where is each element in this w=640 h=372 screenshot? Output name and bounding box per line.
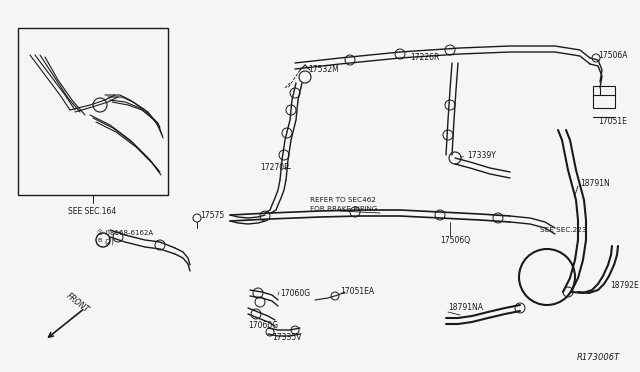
Text: B: B bbox=[98, 237, 102, 243]
Bar bbox=[18, 28, 168, 195]
Text: 17506A: 17506A bbox=[598, 51, 627, 60]
Text: (2): (2) bbox=[104, 239, 114, 245]
Text: ① 08168-6162A: ① 08168-6162A bbox=[97, 230, 153, 236]
Text: 17335V: 17335V bbox=[272, 334, 301, 343]
Text: FOR BRAKE PIPING: FOR BRAKE PIPING bbox=[310, 206, 378, 212]
Text: SEE SEC.223: SEE SEC.223 bbox=[540, 227, 586, 233]
Text: REFER TO SEC462: REFER TO SEC462 bbox=[310, 197, 376, 203]
Text: 17060G: 17060G bbox=[280, 289, 310, 298]
Text: 18792E: 18792E bbox=[610, 280, 639, 289]
Bar bbox=[593, 86, 615, 108]
Text: 18791N: 18791N bbox=[580, 179, 610, 187]
Text: SEE SEC.164: SEE SEC.164 bbox=[68, 206, 116, 215]
Text: 17532M: 17532M bbox=[308, 65, 339, 74]
Text: 17060G: 17060G bbox=[248, 321, 278, 330]
Text: R173006T: R173006T bbox=[577, 353, 620, 362]
Text: T: T bbox=[460, 155, 464, 160]
Text: FRONT: FRONT bbox=[65, 292, 91, 315]
Text: 17339Y: 17339Y bbox=[467, 151, 496, 160]
Text: 17051E: 17051E bbox=[598, 118, 627, 126]
Text: 18791NA: 18791NA bbox=[448, 304, 483, 312]
Text: 17270P: 17270P bbox=[260, 164, 289, 173]
Text: 17051EA: 17051EA bbox=[340, 288, 374, 296]
Text: 17506Q: 17506Q bbox=[440, 235, 470, 244]
Text: 17226R: 17226R bbox=[410, 54, 440, 62]
Text: 17575: 17575 bbox=[200, 211, 224, 219]
